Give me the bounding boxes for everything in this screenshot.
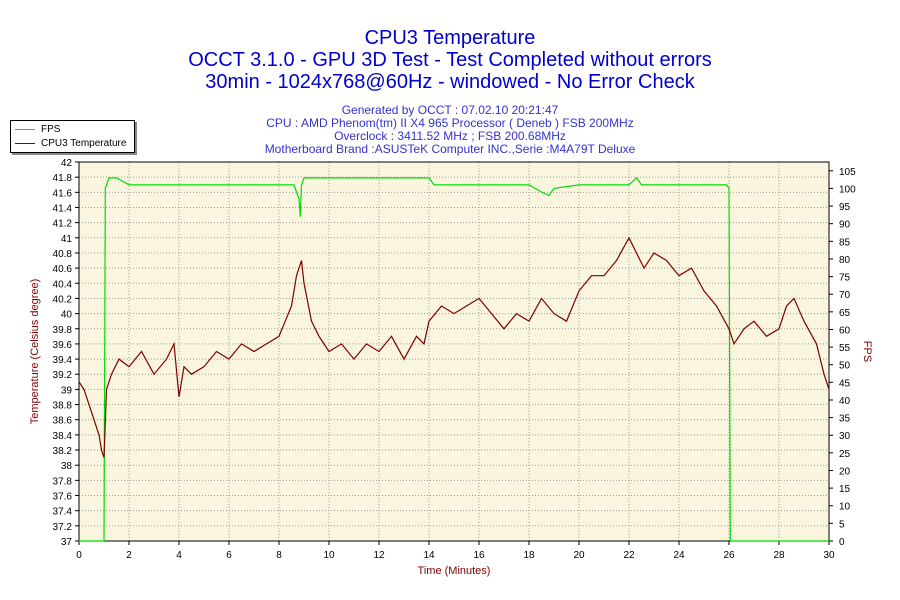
- series-line-fps: [79, 176, 829, 542]
- y2-tick-label: 10: [839, 502, 851, 513]
- y-tick-label: 37: [61, 537, 73, 548]
- y-tick-label: 39.4: [53, 355, 73, 366]
- x-tick-label: 18: [523, 550, 535, 561]
- y-tick-label: 39.2: [53, 370, 73, 381]
- legend-label-fps: FPS: [41, 124, 61, 135]
- y-tick-label: 41.8: [53, 173, 73, 184]
- legend-item-fps: FPS: [15, 123, 60, 136]
- legend-label-temp: CPU3 Temperature: [41, 138, 127, 149]
- x-tick-label: 26: [723, 550, 735, 561]
- y2-tick-label: 5: [839, 519, 845, 530]
- y-tick-label: 37.4: [53, 507, 73, 518]
- x-tick-label: 6: [226, 550, 232, 561]
- y2-tick-label: 85: [839, 237, 851, 248]
- series-line-temperature: [78, 236, 830, 458]
- y-tick-label: 38: [61, 461, 73, 472]
- y2-tick-label: 0: [839, 537, 845, 548]
- legend-item-temp: CPU3 Temperature: [15, 137, 126, 150]
- info-generated: Generated by OCCT : 07.02.10 20:21:47: [341, 103, 559, 117]
- info-motherboard: Motherboard Brand :ASUSTeK Computer INC.…: [264, 142, 636, 156]
- y2-tick-label: 35: [839, 414, 851, 425]
- y-tick-label: 37.6: [53, 492, 73, 503]
- y-tick-label: 40.6: [53, 264, 73, 275]
- x-tick-label: 20: [573, 550, 585, 561]
- x-axis-label: Time (Minutes): [418, 565, 491, 577]
- info-overclock: Overclock : 3411.52 MHz ; FSB 200.68MHz: [334, 129, 566, 143]
- y-tick-label: 37.8: [53, 476, 73, 487]
- y-tick-label: 37.2: [53, 522, 73, 533]
- y-tick-label: 41.4: [53, 203, 73, 214]
- y2-tick-label: 15: [839, 484, 851, 495]
- x-tick-label: 14: [423, 550, 435, 561]
- y2-tick-label: 45: [839, 378, 851, 389]
- y-axis-label: Temperature (Celsius degree): [29, 279, 41, 425]
- y-tick-label: 40.8: [53, 249, 73, 260]
- x-tick-label: 8: [276, 550, 282, 561]
- x-tick-label: 30: [823, 550, 835, 561]
- y-tick-label: 38.6: [53, 416, 73, 427]
- y2-tick-label: 30: [839, 431, 851, 442]
- y-tick-label: 41.6: [53, 188, 73, 199]
- y2-tick-label: 40: [839, 396, 851, 407]
- y2-tick-label: 70: [839, 290, 851, 301]
- y-tick-label: 40.2: [53, 294, 73, 305]
- chart-title: CPU3 Temperature: [364, 27, 536, 49]
- legend-swatch-fps: [15, 128, 35, 130]
- y-tick-label: 41.2: [53, 219, 73, 230]
- y2-tick-label: 55: [839, 343, 851, 354]
- y2-tick-label: 25: [839, 449, 851, 460]
- chart-subtitle-test: OCCT 3.1.0 - GPU 3D Test - Test Complete…: [188, 49, 712, 71]
- y-tick-label: 39.6: [53, 340, 73, 351]
- y2-tick-label: 100: [839, 184, 856, 195]
- y2-axis-label: FPS: [861, 341, 873, 362]
- x-tick-label: 10: [323, 550, 335, 561]
- y-tick-label: 39: [61, 385, 73, 396]
- x-tick-label: 2: [126, 550, 132, 561]
- y-tick-label: 38.4: [53, 431, 73, 442]
- y-tick-label: 42: [61, 158, 73, 169]
- x-tick-label: 12: [373, 550, 385, 561]
- y-tick-label: 40: [61, 310, 73, 321]
- legend-swatch-temp: [15, 142, 35, 144]
- y2-tick-label: 105: [839, 167, 856, 178]
- y2-tick-label: 90: [839, 220, 851, 231]
- y2-tick-label: 75: [839, 273, 851, 284]
- info-cpu: CPU : AMD Phenom(tm) II X4 965 Processor…: [266, 116, 634, 130]
- y2-tick-label: 95: [839, 202, 851, 213]
- y-tick-label: 38.2: [53, 446, 73, 457]
- y-tick-label: 40.4: [53, 279, 73, 290]
- y2-tick-label: 50: [839, 361, 851, 372]
- x-tick-label: 0: [76, 550, 82, 561]
- chart-subtitle-mode: 30min - 1024x768@60Hz - windowed - No Er…: [205, 71, 695, 93]
- x-tick-label: 4: [176, 550, 182, 561]
- x-tick-label: 16: [473, 550, 485, 561]
- x-tick-label: 22: [623, 550, 635, 561]
- y-tick-label: 41: [61, 234, 73, 245]
- x-tick-label: 24: [673, 550, 685, 561]
- plot-frame: [78, 161, 830, 542]
- y-tick-label: 39.8: [53, 325, 73, 336]
- y2-tick-label: 80: [839, 255, 851, 266]
- chart-legend: FPS CPU3 Temperature: [10, 120, 135, 153]
- plot-area: [79, 162, 829, 541]
- x-tick-label: 28: [773, 550, 785, 561]
- y2-tick-label: 20: [839, 466, 851, 477]
- y2-tick-label: 60: [839, 325, 851, 336]
- y-tick-label: 38.8: [53, 401, 73, 412]
- y2-tick-label: 65: [839, 308, 851, 319]
